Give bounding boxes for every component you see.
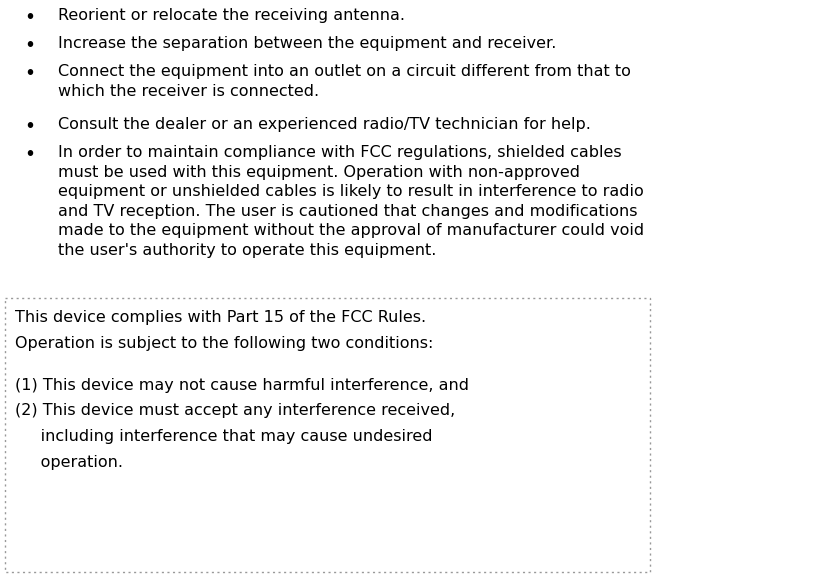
Text: Increase the separation between the equipment and receiver.: Increase the separation between the equi…: [58, 36, 557, 51]
Text: Operation is subject to the following two conditions:: Operation is subject to the following tw…: [15, 336, 434, 351]
Text: In order to maintain compliance with FCC regulations, shielded cables
must be us: In order to maintain compliance with FCC…: [58, 145, 644, 258]
Text: Reorient or relocate the receiving antenna.: Reorient or relocate the receiving anten…: [58, 8, 405, 23]
Text: •: •: [24, 8, 36, 27]
Text: •: •: [24, 145, 36, 164]
Bar: [5, 298, 650, 572]
Text: operation.: operation.: [15, 455, 123, 470]
Text: •: •: [24, 36, 36, 55]
Text: •: •: [24, 64, 36, 83]
Text: (2) This device must accept any interference received,: (2) This device must accept any interfer…: [15, 404, 455, 419]
Text: including interference that may cause undesired: including interference that may cause un…: [15, 429, 432, 444]
Text: •: •: [24, 117, 36, 136]
Text: Consult the dealer or an experienced radio/TV technician for help.: Consult the dealer or an experienced rad…: [58, 117, 591, 132]
Text: (1) This device may not cause harmful interference, and: (1) This device may not cause harmful in…: [15, 378, 469, 393]
Text: This device complies with Part 15 of the FCC Rules.: This device complies with Part 15 of the…: [15, 310, 426, 325]
Text: Connect the equipment into an outlet on a circuit different from that to
which t: Connect the equipment into an outlet on …: [58, 64, 631, 99]
